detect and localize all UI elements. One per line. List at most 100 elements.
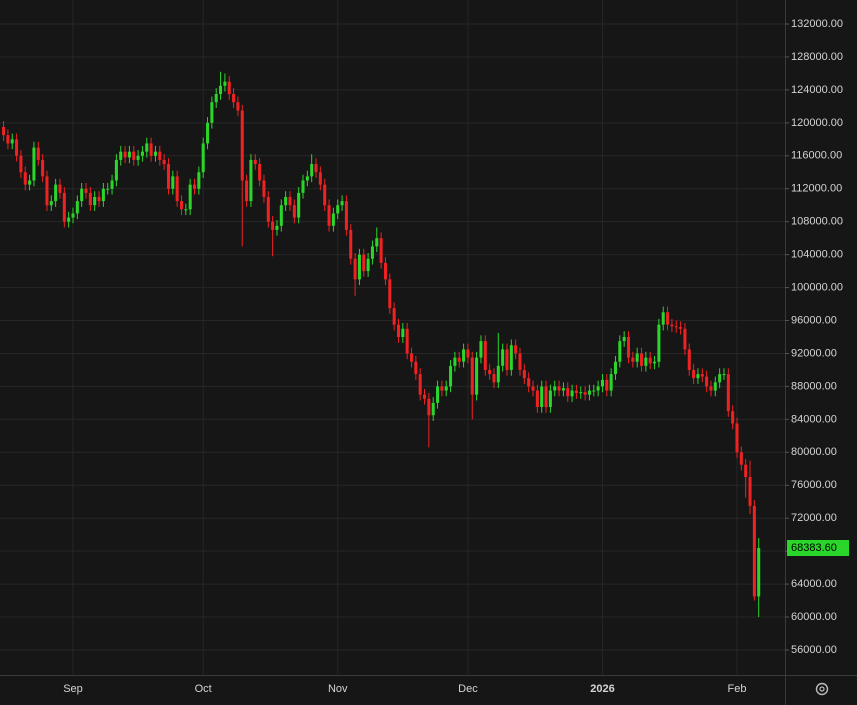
candle-body [396,324,401,338]
candle-body [449,365,453,387]
candle-body [574,390,578,394]
candle-body [388,279,392,309]
candle-body [192,184,197,189]
candle-body [527,378,531,387]
x-tick-label: Sep [63,683,83,695]
candle-body [357,254,361,280]
y-tick-label: 88000.00 [791,380,837,392]
x-tick-label: Feb [728,683,747,695]
candle-body [757,547,761,597]
candle-body [288,196,292,206]
candle-body [592,390,596,392]
candle-body [648,357,652,364]
candle-body [2,126,6,136]
candle-body [253,159,257,165]
candle-body [258,164,262,181]
candle-body [679,327,683,329]
candle-body [475,357,479,395]
candle-body [739,452,743,465]
candle-body [644,357,648,366]
candle-body [431,402,435,416]
candle-body [179,201,184,210]
last-price-label: 68383.60 [791,542,837,554]
candle-body [349,229,353,259]
candle-body [175,176,179,202]
y-tick-label: 56000.00 [791,644,837,656]
candle-body [640,353,644,366]
candle-body [566,388,570,397]
candle-body [670,324,674,327]
candle-body [583,392,587,395]
candle-body [132,151,136,160]
candle-body [457,357,461,362]
y-tick-label: 112000.00 [791,183,842,195]
candle-body [145,143,149,152]
candle-body [331,213,335,226]
candle-body [101,188,105,202]
candle-body [709,386,713,391]
candle-body [635,353,639,362]
candle-body [88,192,92,206]
candle-body [596,386,600,391]
candle-body [462,349,466,362]
candle-body [327,205,331,226]
candle-body [75,201,79,214]
candle-body [206,122,210,144]
y-tick-label: 108000.00 [791,216,843,228]
candle-body [453,357,457,366]
candle-body [674,326,678,328]
candle-body [119,151,123,160]
candle-body [67,217,71,222]
candle-body [28,180,32,185]
candle-body [705,376,709,387]
candle-body [114,159,118,181]
candle-body [579,392,583,394]
gear-hub [819,686,825,692]
candle-body [149,143,153,156]
candle-body [666,312,670,325]
candle-body [80,188,84,202]
candle-body [279,205,283,226]
candle-body [54,184,58,202]
candle-body [62,192,66,222]
candle-body [219,85,223,95]
candle-body [418,374,422,395]
candle-body [262,180,266,197]
candles [2,71,761,618]
grid [0,0,785,675]
y-tick-label: 96000.00 [791,314,837,326]
candle-body [106,188,110,190]
candle-body [683,328,687,350]
candle-body [492,374,496,383]
settings-button[interactable] [815,682,829,696]
y-tick-label: 92000.00 [791,347,837,359]
candle-body [232,94,236,103]
candle-body [201,143,205,173]
candle-body [618,341,622,362]
candle-body [700,374,704,377]
candle-body [466,349,470,358]
candle-body [379,238,383,263]
candle-body [353,258,357,280]
candle-body [748,477,752,506]
candle-body [301,180,305,193]
candle-body [501,349,505,366]
candle-body [613,361,618,375]
candle-body [36,147,40,160]
candle-body [214,94,218,103]
y-tick-label: 124000.00 [791,84,843,96]
candle-body [266,196,270,222]
candle-body [271,221,275,230]
candle-body [531,386,535,391]
candle-body [336,205,340,214]
candle-body [310,164,314,177]
candle-body [344,201,348,230]
candle-body [284,196,288,206]
candle-body [514,345,518,354]
candle-body [692,369,696,379]
candle-body [622,337,626,342]
candle-body [236,102,240,111]
candle-body [93,196,97,206]
candle-body [41,159,45,177]
